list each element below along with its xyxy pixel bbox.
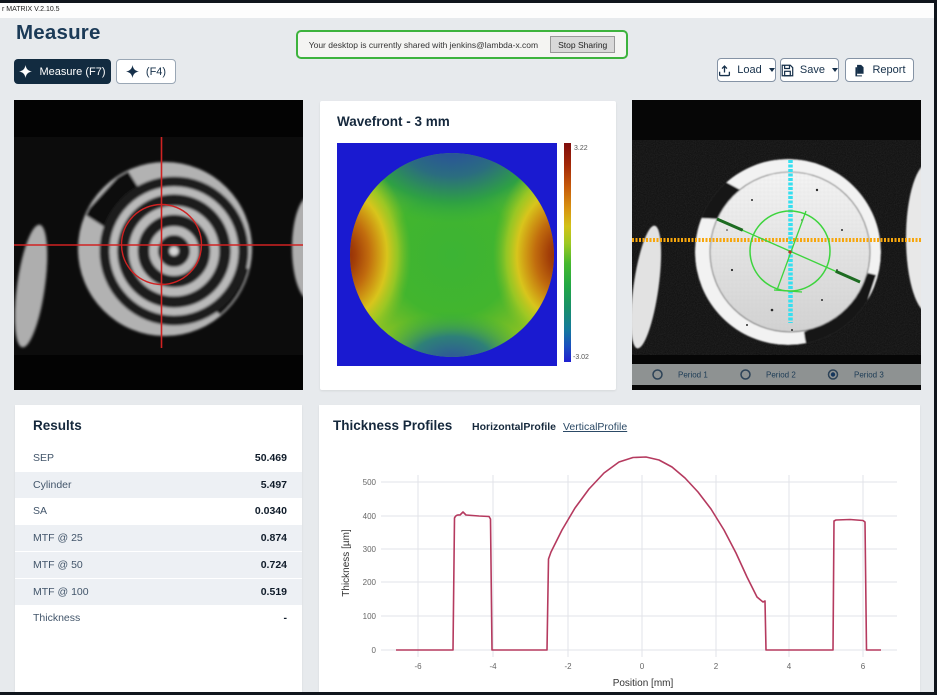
- svg-text:500: 500: [363, 478, 377, 487]
- svg-text:Period 3: Period 3: [854, 371, 884, 380]
- svg-text:300: 300: [363, 545, 377, 554]
- svg-text:-6: -6: [414, 662, 422, 671]
- svg-text:-2: -2: [564, 662, 572, 671]
- svg-text:Position [mm]: Position [mm]: [613, 678, 674, 689]
- svg-text:0: 0: [640, 662, 645, 671]
- svg-text:4: 4: [787, 662, 792, 671]
- svg-text:6: 6: [861, 662, 866, 671]
- svg-text:400: 400: [363, 512, 377, 521]
- svg-text:-3.02: -3.02: [573, 354, 589, 361]
- svg-text:100: 100: [363, 612, 377, 621]
- svg-text:-4: -4: [489, 662, 497, 671]
- svg-text:Period 1: Period 1: [678, 371, 708, 380]
- svg-text:Period 2: Period 2: [766, 371, 796, 380]
- svg-text:0: 0: [372, 646, 377, 655]
- svg-text:200: 200: [363, 578, 377, 587]
- svg-text:2: 2: [714, 662, 719, 671]
- svg-text:3.22: 3.22: [574, 145, 588, 152]
- svg-text:Thickness [µm]: Thickness [µm]: [341, 529, 352, 597]
